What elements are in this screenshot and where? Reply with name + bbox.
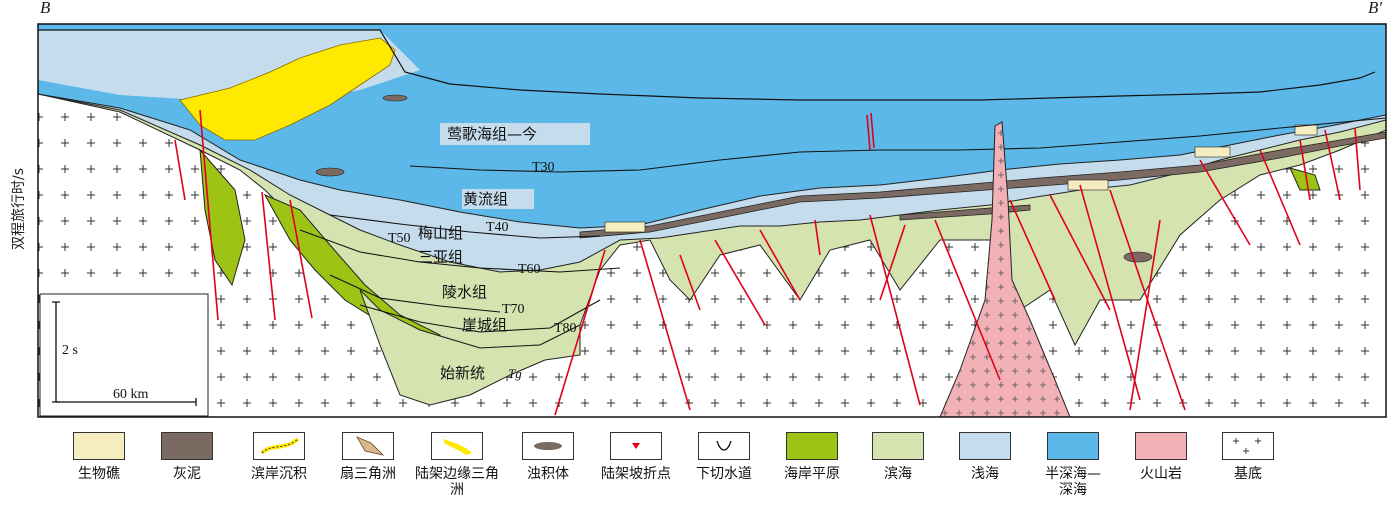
fan-delta-icon	[356, 436, 385, 456]
basement-icon	[1233, 438, 1261, 454]
volcanic-pattern	[940, 122, 1070, 417]
legend-item-turbidite: 浊积体	[505, 432, 591, 482]
fault-lines	[174, 109, 1361, 416]
label-eocene: 始新统	[440, 364, 485, 382]
bathyal-abyssal-swatch	[1047, 432, 1099, 460]
fan-delta-swatch	[342, 432, 394, 460]
shelf-margin-delta	[179, 37, 396, 141]
yinggehai-label-bg	[440, 123, 590, 145]
label-t40: T40	[486, 220, 509, 235]
turbidite-body	[315, 167, 345, 177]
legend-item-shallow-sea: 浅海	[942, 432, 1028, 482]
reef-patch	[604, 221, 646, 233]
horizon-t40	[329, 214, 601, 239]
legend: 生物礁 灰泥 滨岸沉积 扇三角洲 陆架边缘三角洲	[40, 432, 1390, 510]
incised-channel-icon	[716, 440, 732, 451]
legend-item-shelf-margin-delta: 陆架边缘三角洲	[414, 432, 500, 498]
horizon-t80	[359, 299, 601, 333]
geologic-cross-section: 莺歌海组—今 T30 黄流组 T40 T50 梅山组 三亚组 T60 陵水组 T…	[37, 23, 1387, 418]
shallow-sea-swatch	[959, 432, 1011, 460]
label-yinggehai: 莺歌海组—今	[447, 125, 537, 143]
coastal-plain-swatch	[786, 432, 838, 460]
littoral-swatch	[872, 432, 924, 460]
incised-channel-swatch	[698, 432, 750, 460]
reef-patch-2	[1067, 179, 1109, 191]
label-t70: T70	[502, 302, 525, 317]
label-t60: T60	[518, 262, 541, 277]
label-meishan: 梅山组	[418, 224, 463, 242]
section-frame	[37, 23, 1387, 418]
label-yacheng: 崖城组	[462, 316, 507, 334]
label-huangliu: 黄流组	[463, 190, 508, 208]
section-end-label: B′	[1368, 0, 1383, 17]
shelf-margin-delta-icon	[444, 439, 472, 455]
label-t30: T30	[532, 160, 555, 175]
legend-item-basement: 基底	[1205, 432, 1291, 482]
legend-item-shelf-break: 陆架坡折点	[593, 432, 679, 482]
shelf-break-swatch	[610, 432, 662, 460]
legend-item-volcanic-rock: 火山岩	[1118, 432, 1204, 482]
seafloor-line	[38, 29, 1376, 101]
turbidite-body-2	[382, 94, 408, 102]
legend-item-incised-channel: 下切水道	[681, 432, 767, 482]
shelf-margin-delta-swatch	[431, 432, 483, 460]
turbidite-body-3	[1123, 251, 1153, 263]
coastal-plain-unit-3	[1289, 167, 1321, 191]
label-lingshui: 陵水组	[442, 283, 487, 301]
huangliu-label-bg	[462, 189, 534, 209]
horizon-t60	[299, 229, 621, 273]
coastal-plain-unit-2	[199, 148, 246, 287]
scale-horizontal-label: 60 km	[113, 387, 149, 402]
horizon-t30	[409, 117, 1386, 173]
horizontal-scale-bar	[56, 398, 197, 406]
label-t80: T80	[554, 321, 577, 336]
mud-band	[579, 131, 1386, 239]
shore-deposit-swatch	[253, 432, 305, 460]
legend-item-littoral: 滨海	[855, 432, 941, 482]
legend-item-mud: 灰泥	[144, 432, 230, 482]
turbidite-swatch	[522, 432, 574, 460]
turbidite-icon	[534, 442, 562, 450]
legend-item-reef: 生物礁	[56, 432, 142, 482]
label-t50: T50	[388, 231, 411, 246]
legend-item-shore-deposit: 滨岸沉积	[236, 432, 322, 482]
label-tg: Tg	[508, 366, 522, 381]
legend-item-coastal-plain: 海岸平原	[769, 432, 855, 482]
scale-box	[39, 293, 209, 417]
legend-item-fan-delta: 扇三角洲	[325, 432, 411, 482]
legend-item-bathyal-abyssal: 半深海—深海	[1030, 432, 1116, 498]
basement-swatch	[1222, 432, 1274, 460]
reef-patch-3	[1194, 146, 1231, 158]
reef-swatch	[73, 432, 125, 460]
section-start-label: B	[40, 0, 51, 17]
label-sanya: 三亚组	[418, 248, 463, 266]
volcanic-rock-swatch	[1135, 432, 1187, 460]
horizon-lines	[299, 117, 1386, 333]
mud-swatch	[161, 432, 213, 460]
shelf-break-icon	[632, 443, 640, 449]
horizon-t70	[329, 274, 501, 313]
eocene-fill	[359, 289, 581, 406]
scale-vertical-label: 2 s	[62, 343, 78, 358]
shore-deposit-icon	[260, 437, 300, 455]
